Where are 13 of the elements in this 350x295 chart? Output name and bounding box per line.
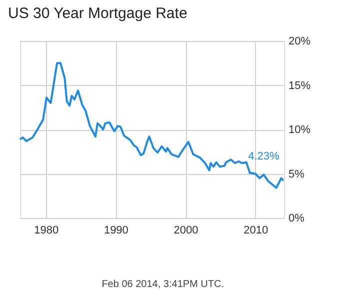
annotation: 4.23% xyxy=(248,150,280,163)
y-tick-label: 10% xyxy=(288,124,311,136)
x-tick-label: 1990 xyxy=(104,224,128,236)
text: Feb 06 2014, 3:41PM UTC. xyxy=(102,279,224,290)
y-tick-label: 5% xyxy=(288,168,305,180)
chart-title: US 30 Year Mortgage Rate xyxy=(8,5,188,22)
line-series xyxy=(19,62,284,189)
y-tick-label: 0% xyxy=(288,212,305,224)
x-tick-label: 1980 xyxy=(34,224,59,236)
x-tick-label: 2000 xyxy=(174,224,198,236)
y-tick-label: 15% xyxy=(288,80,311,92)
x-tick-label: 2010 xyxy=(244,224,268,236)
y-tick-label: 20% xyxy=(288,36,311,48)
